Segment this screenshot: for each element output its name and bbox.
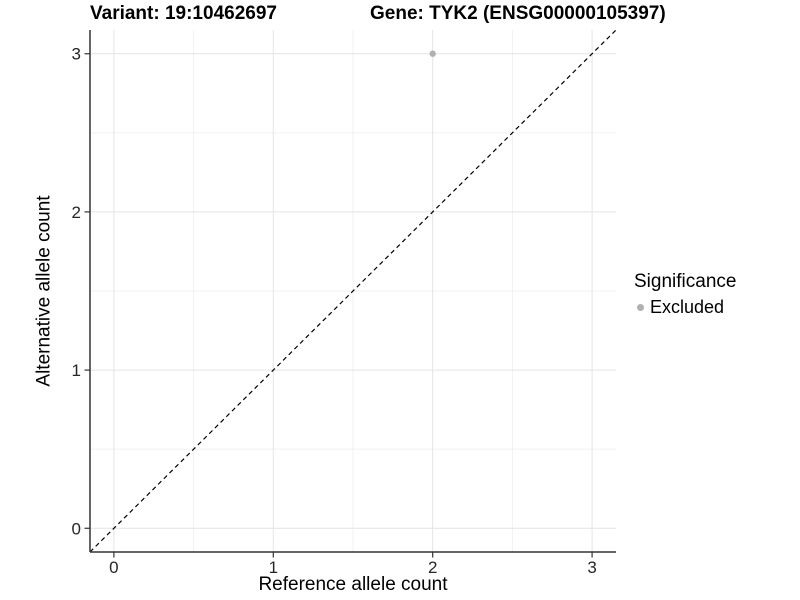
y-axis-title-area: Alternative allele count xyxy=(26,30,64,552)
y-axis-title: Alternative allele count xyxy=(34,195,56,387)
legend-item-excluded: Excluded xyxy=(634,297,736,318)
plot-title-variant: Variant: 19:10462697 xyxy=(90,3,277,24)
y-tick-label: 0 xyxy=(72,519,81,538)
x-tick-label: 2 xyxy=(428,558,437,577)
x-tick-label: 1 xyxy=(269,558,278,577)
legend-marker-circle-icon xyxy=(637,304,644,311)
x-axis-title: Reference allele count xyxy=(258,574,448,595)
x-tick-label: 0 xyxy=(109,558,118,577)
legend: Significance Excluded xyxy=(634,271,736,318)
y-tick-label: 3 xyxy=(72,45,81,64)
legend-title: Significance xyxy=(634,271,737,292)
y-tick-label: 2 xyxy=(72,203,81,222)
plot-title-gene: Gene: TYK2 (ENSG00000105397) xyxy=(370,3,666,24)
data-point-excluded xyxy=(429,50,436,57)
y-tick-label: 1 xyxy=(72,361,81,380)
x-tick-label: 3 xyxy=(587,558,596,577)
identity-dashed-line xyxy=(89,29,617,553)
legend-item-label: Excluded xyxy=(650,297,725,317)
